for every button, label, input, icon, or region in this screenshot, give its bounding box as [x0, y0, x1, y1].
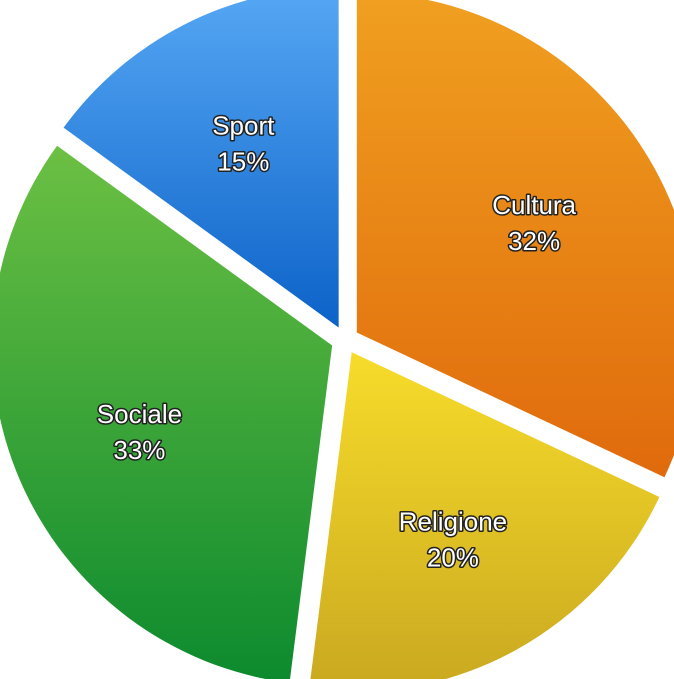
slice-label-religione: Religione	[399, 506, 507, 536]
slice-label-cultura: Cultura	[492, 190, 576, 220]
pie-labels: Cultura 32% Religione 20% Sociale 33% Sport 15%	[95, 109, 578, 574]
pie-slice-sport	[63, 0, 339, 328]
slice-label-sport: Sport	[212, 110, 275, 140]
pie-slice-cultura	[356, 0, 674, 478]
slice-percent-religione: 20%	[427, 542, 479, 572]
pie-slice-sociale	[0, 145, 333, 679]
slice-percent-cultura: 32%	[508, 226, 560, 256]
slice-percent-sport: 15%	[217, 146, 269, 176]
pie-slice-religione	[310, 352, 660, 679]
slice-label-sociale: Sociale	[97, 399, 182, 429]
slice-percent-sociale: 33%	[113, 435, 165, 465]
